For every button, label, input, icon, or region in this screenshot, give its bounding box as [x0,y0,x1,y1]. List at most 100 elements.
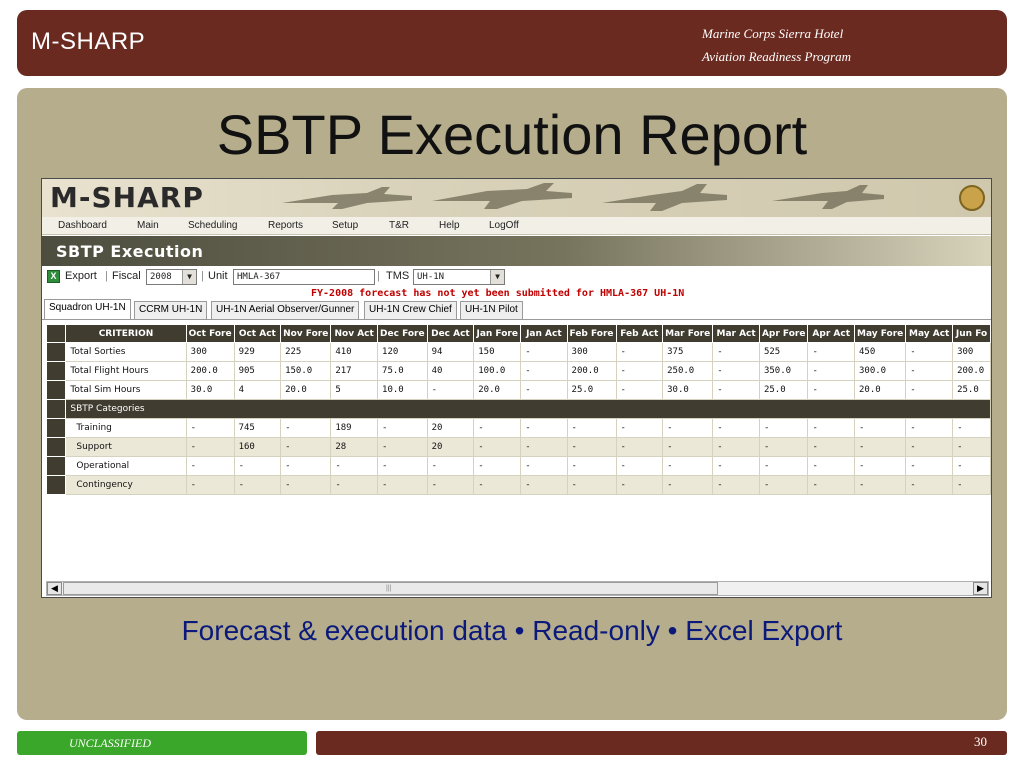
column-header[interactable]: May Fore [853,324,907,343]
column-header[interactable]: Mar Act [712,324,760,343]
column-header[interactable]: Dec Fore [377,324,428,343]
export-button[interactable]: Export [65,270,97,282]
table-row: Contingency - - - - - - - - - - - - - - - - - [46,475,991,495]
column-header[interactable]: Jun Fo [952,324,991,343]
horizontal-scrollbar[interactable]: ◀ ||| ▶ [46,581,989,596]
menu-logoff[interactable]: LogOff [489,220,519,231]
fiscal-select[interactable]: 2008 ▼ [146,269,197,285]
app-window: M-SHARP Dashboard Main Scheduling Report… [41,178,992,598]
tms-select[interactable]: UH-1N ▼ [413,269,505,285]
table-cell: - [662,456,714,476]
table-cell: - [905,342,954,362]
menu-scheduling[interactable]: Scheduling [188,220,238,231]
unit-field[interactable]: HMLA-367 [233,269,375,285]
scroll-right-icon[interactable]: ▶ [973,582,988,595]
column-header[interactable]: Oct Act [233,324,282,343]
table-cell: - [520,380,568,400]
tab-ccrm-uh1n[interactable]: CCRM UH-1N [134,301,208,319]
table-cell: - [662,475,714,495]
table-row: Total Flight Hours 200.0 905 150.0 217 75.0 40… [46,361,991,381]
menu-main[interactable]: Main [137,220,159,231]
tab-divider [42,319,991,320]
column-header[interactable]: Dec Act [426,324,475,343]
tab-squadron-uh1n[interactable]: Squadron UH-1N [44,299,131,319]
table-cell: - [952,418,991,438]
row-marker[interactable] [46,418,67,438]
row-marker[interactable] [46,342,67,362]
table-cell: - [616,361,664,381]
table-cell: - [520,437,568,457]
table-row: Operational - - - - - - - - - - - - - - - - - [46,456,991,476]
column-header[interactable]: Nov Act [330,324,379,343]
table-cell: 100.0 [473,361,522,381]
slide-brand: M-SHARP [31,28,146,55]
row-marker[interactable] [46,475,67,495]
excel-icon[interactable]: X [47,270,60,283]
table-cell: - [520,475,568,495]
menu-reports[interactable]: Reports [268,220,304,231]
column-header[interactable]: CRITERION [65,324,187,343]
table-cell: 25.0 [952,380,991,400]
table-cell: - [616,437,664,457]
column-header[interactable]: Nov Fore [280,324,332,343]
row-marker[interactable] [46,380,67,400]
table-cell: - [186,456,235,476]
table-cell: - [616,418,664,438]
row-marker[interactable] [46,456,67,476]
chevron-down-icon[interactable]: ▼ [182,270,196,284]
row-marker[interactable] [46,437,67,457]
table-cell: - [280,475,332,495]
table-cell: 150.0 [280,361,332,381]
toolbar-divider: | [201,270,204,282]
scroll-left-icon[interactable]: ◀ [47,582,62,595]
table-cell: - [567,456,617,476]
table-cell: - [807,456,855,476]
table-cell: - [905,361,954,381]
table-cell: - [330,456,379,476]
table-cell: - [280,418,332,438]
scrollbar-thumb[interactable]: ||| [63,582,718,595]
table-cell: - [427,456,475,476]
tms-value: UH-1N [417,272,445,282]
criterion-cell: Training [65,418,187,438]
menu-setup[interactable]: Setup [332,220,359,231]
table-cell: - [616,380,664,400]
table-cell: 150 [473,342,522,362]
classification-label: UNCLASSIFIED [69,736,151,750]
table-cell: 300 [567,342,617,362]
table-cell: 200.0 [952,361,991,381]
table-cell: 300 [186,342,235,362]
table-cell: 40 [427,361,475,381]
menu-dashboard[interactable]: Dashboard [58,220,107,231]
fiscal-value: 2008 [150,272,172,282]
menu-tr[interactable]: T&R [389,220,409,231]
table-cell: 300 [952,342,991,362]
row-marker-header [46,324,67,343]
table-cell: - [905,437,954,457]
tab-pilot[interactable]: UH-1N Pilot [460,301,523,319]
table-cell: 25.0 [759,380,809,400]
column-header[interactable]: Oct Fore [185,324,235,343]
column-header[interactable]: Feb Fore [566,324,617,343]
table-cell: - [712,475,760,495]
tab-crew-chief[interactable]: UH-1N Crew Chief [364,301,457,319]
tab-aerial-observer-gunner[interactable]: UH-1N Aerial Observer/Gunner [211,301,360,319]
column-header[interactable]: Jan Act [520,324,568,343]
row-marker[interactable] [46,361,67,381]
table-cell: - [377,418,428,438]
table-cell: - [807,418,855,438]
table-cell: - [616,456,664,476]
column-header[interactable]: May Act [905,324,954,343]
column-header[interactable]: Apr Act [807,324,855,343]
column-header[interactable]: Mar Fore [662,324,714,343]
table-cell: - [712,361,760,381]
menu-help[interactable]: Help [439,220,460,231]
column-header[interactable]: Jan Fore [473,324,522,343]
table-cell: - [427,475,475,495]
chevron-down-icon[interactable]: ▼ [490,270,504,284]
column-header[interactable]: Feb Act [615,324,664,343]
execution-grid: CRITERION Oct Fore Oct Act Nov Fore Nov … [46,324,991,579]
column-header[interactable]: Apr Fore [758,324,809,343]
table-cell: - [854,437,907,457]
table-cell: - [952,456,991,476]
